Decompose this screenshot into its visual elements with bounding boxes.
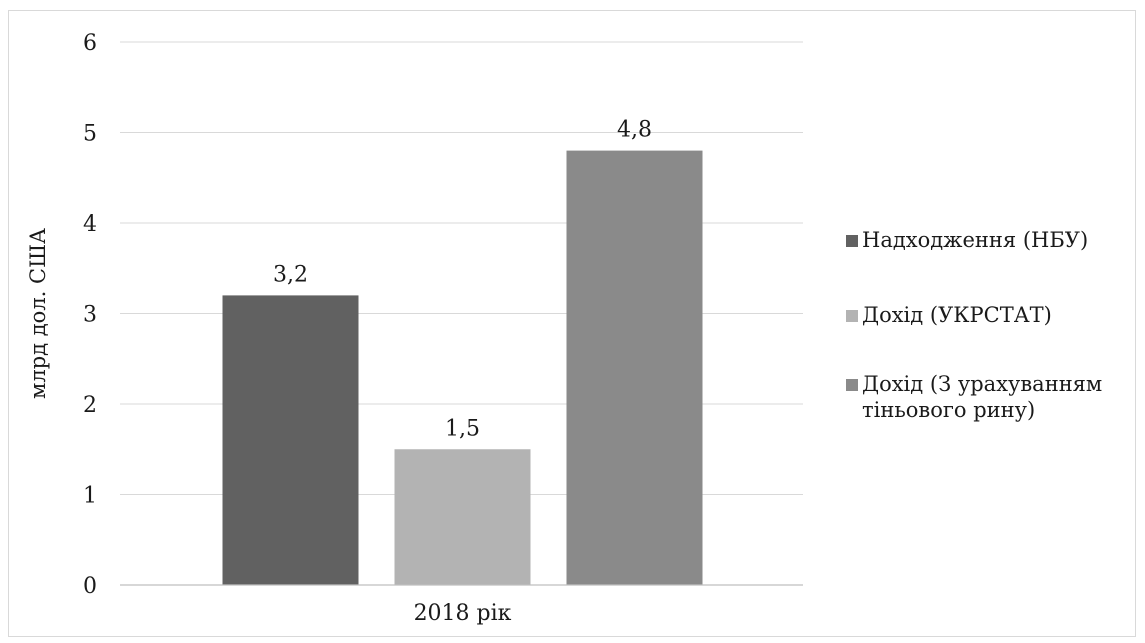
bars — [222, 150, 703, 585]
legend: Надходження (НБУ) Дохід (УКРСТАТ) Дохід (З… — [846, 228, 1102, 422]
legend-label-1: Надходження (НБУ) — [862, 228, 1088, 252]
y-tick-label: 1 — [83, 484, 97, 509]
bar-series-2 — [394, 449, 531, 585]
legend-label-2: Дохід (УКРСТАТ) — [862, 303, 1052, 327]
data-labels: 3,2 1,5 4,8 — [273, 118, 652, 442]
data-label-series-3: 4,8 — [617, 118, 652, 143]
y-tick-label: 2 — [83, 393, 97, 418]
y-tick-label: 0 — [83, 574, 97, 599]
legend-swatch-3 — [846, 379, 858, 391]
legend-label-3: тіньового рину) — [862, 398, 1035, 422]
legend-swatch-2 — [846, 310, 858, 322]
bar-series-1 — [222, 295, 359, 585]
data-label-series-2: 1,5 — [445, 416, 480, 441]
legend-label-3: Дохід (З урахуванням — [862, 372, 1102, 396]
y-tick-label: 6 — [83, 31, 97, 56]
y-axis-title: млрд дол. США — [26, 228, 50, 399]
y-axis-ticks: 0 1 2 3 4 5 6 — [83, 31, 97, 599]
x-axis: 2018 рік — [120, 584, 803, 626]
data-label-series-1: 3,2 — [273, 262, 308, 287]
y-tick-label: 4 — [83, 212, 97, 237]
y-tick-label: 5 — [83, 122, 97, 147]
x-tick-label: 2018 рік — [414, 601, 512, 626]
y-tick-label: 3 — [83, 303, 97, 328]
bar-series-3 — [566, 150, 703, 585]
legend-swatch-1 — [846, 235, 858, 247]
